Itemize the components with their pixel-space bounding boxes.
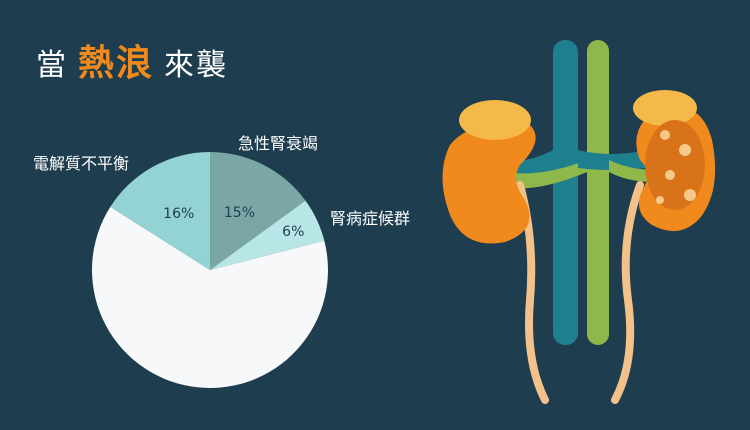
slice-label-nephrotic-syndrome: 腎病症候群 bbox=[330, 209, 411, 228]
pie-value-label-0: 15% bbox=[224, 205, 255, 221]
right-kidney-inner bbox=[645, 120, 705, 210]
right-renal-artery bbox=[609, 160, 655, 182]
stone-1 bbox=[660, 130, 670, 140]
title-part-1: 當 bbox=[36, 48, 68, 83]
pie-value-label-1: 6% bbox=[282, 224, 304, 240]
slice-label-electrolyte-imbalance: 電解質不平衡 bbox=[33, 154, 130, 173]
stone-4 bbox=[684, 189, 696, 201]
right-renal-vein bbox=[578, 150, 648, 170]
pie-slice-0 bbox=[210, 152, 306, 270]
title-part-2-highlight: 熱浪 bbox=[78, 43, 155, 84]
left-kidney bbox=[442, 116, 536, 244]
title-part-3: 來襲 bbox=[164, 48, 229, 83]
right-ureter bbox=[611, 181, 644, 404]
stone-2 bbox=[679, 144, 691, 156]
stone-3 bbox=[665, 170, 675, 180]
left-renal-artery bbox=[505, 160, 587, 189]
right-adrenal-gland bbox=[633, 90, 697, 126]
pie-value-label-3: 16% bbox=[163, 206, 194, 222]
slice-label-acute-renal-failure: 急性腎衰竭 bbox=[238, 134, 319, 153]
left-adrenal-gland bbox=[459, 100, 531, 140]
page-title: 當 熱浪 來襲 bbox=[36, 34, 228, 86]
stone-5 bbox=[656, 196, 664, 204]
pie-slice-3 bbox=[110, 152, 210, 270]
pie-slice-2 bbox=[91, 206, 328, 388]
vena-cava bbox=[553, 40, 578, 345]
aorta bbox=[587, 40, 609, 345]
pie-slice-1 bbox=[210, 200, 325, 270]
